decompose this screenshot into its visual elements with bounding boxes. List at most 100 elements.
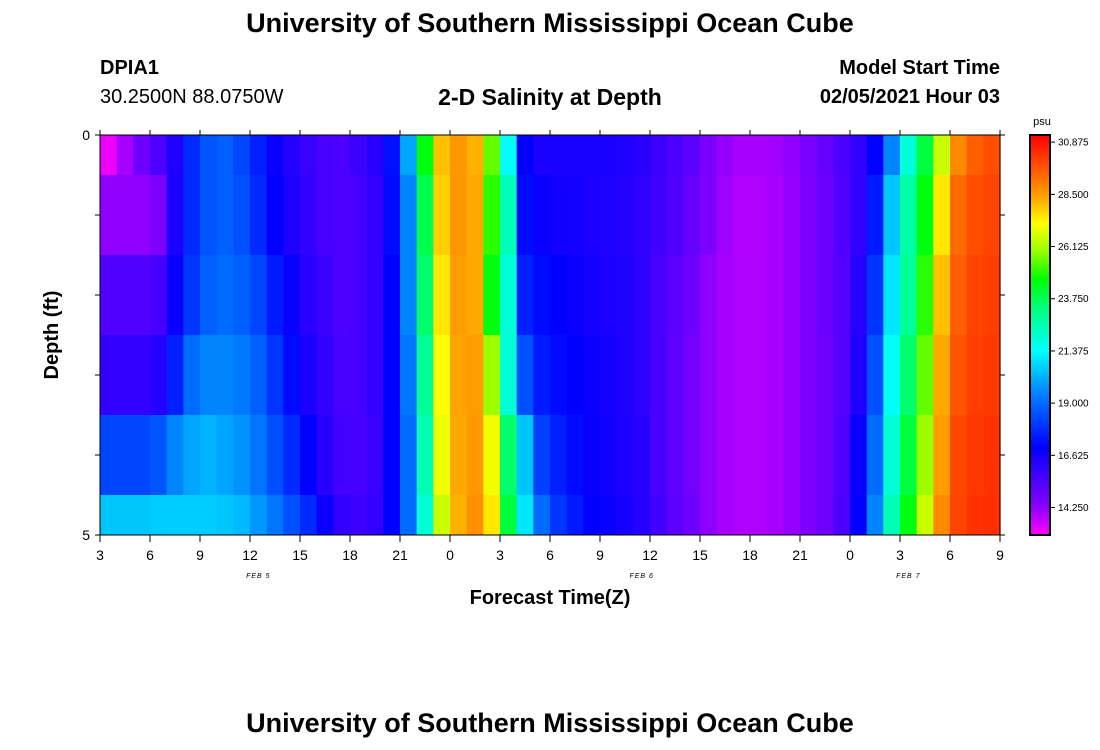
heatmap-cell bbox=[800, 415, 818, 496]
heatmap-cell bbox=[800, 255, 818, 336]
heatmap-cell bbox=[433, 335, 451, 416]
station-id: DPIA1 bbox=[100, 57, 159, 79]
heatmap-cell bbox=[183, 255, 201, 336]
heatmap-cell bbox=[450, 415, 468, 496]
heatmap-cell bbox=[850, 335, 868, 416]
heatmap-cell bbox=[983, 495, 1001, 536]
heatmap-cell bbox=[466, 255, 484, 336]
heatmap-cell bbox=[666, 135, 684, 176]
heatmap-cell bbox=[800, 495, 818, 536]
heatmap-cell bbox=[350, 495, 368, 536]
heatmap-cell bbox=[500, 415, 518, 496]
heatmap-cell bbox=[416, 415, 434, 496]
heatmap-cell bbox=[566, 415, 584, 496]
heatmap-cell bbox=[500, 495, 518, 536]
heatmap-cell bbox=[416, 335, 434, 416]
heatmap-cell bbox=[700, 175, 718, 256]
x-tick-label: 18 bbox=[342, 547, 358, 563]
heatmap-cell bbox=[366, 255, 384, 336]
heatmap-cell bbox=[683, 255, 701, 336]
heatmap-cell bbox=[116, 335, 134, 416]
heatmap-cell bbox=[450, 255, 468, 336]
heatmap-cell bbox=[333, 415, 351, 496]
heatmap-cell bbox=[183, 335, 201, 416]
station-coordinates: 30.2500N 88.0750W bbox=[100, 86, 284, 108]
heatmap-cell bbox=[316, 415, 334, 496]
y-tick-label: 5 bbox=[82, 527, 90, 543]
heatmap-cell bbox=[750, 495, 768, 536]
heatmap-cell bbox=[933, 135, 951, 176]
x-tick-label: 3 bbox=[896, 547, 904, 563]
heatmap-cell bbox=[350, 335, 368, 416]
heatmap-cell bbox=[566, 255, 584, 336]
heatmap-cell bbox=[633, 135, 651, 176]
heatmap-cell bbox=[216, 175, 234, 256]
heatmap-cell bbox=[583, 135, 601, 176]
colorbar-tick-label: 16.625 bbox=[1058, 451, 1089, 462]
heatmap-cell bbox=[716, 255, 734, 336]
heatmap-cell bbox=[300, 255, 318, 336]
heatmap-cell bbox=[533, 495, 551, 536]
heatmap-cell bbox=[516, 495, 534, 536]
heatmap-cell bbox=[683, 135, 701, 176]
heatmap-cell bbox=[300, 495, 318, 536]
date-label: FEB 5 bbox=[246, 573, 270, 580]
heatmap-cell bbox=[766, 415, 784, 496]
heatmap-cell bbox=[883, 495, 901, 536]
heatmap-cell bbox=[666, 415, 684, 496]
colorbar-tick-label: 19.000 bbox=[1058, 399, 1089, 410]
heatmap-cell bbox=[650, 415, 668, 496]
heatmap-cell bbox=[500, 135, 518, 176]
heatmap-cell bbox=[950, 415, 968, 496]
heatmap-cell bbox=[833, 255, 851, 336]
heatmap-cell bbox=[800, 335, 818, 416]
heatmap-cell bbox=[333, 175, 351, 256]
heatmap-cell bbox=[533, 335, 551, 416]
heatmap-cell bbox=[900, 255, 918, 336]
heatmap-cell bbox=[816, 335, 834, 416]
heatmap-cell bbox=[700, 255, 718, 336]
heatmap-cell bbox=[483, 495, 501, 536]
x-tick-label: 12 bbox=[642, 547, 658, 563]
heatmap-cell bbox=[316, 255, 334, 336]
heatmap-cell bbox=[683, 175, 701, 256]
heatmap-cell bbox=[983, 415, 1001, 496]
heatmap-cell bbox=[450, 495, 468, 536]
y-tick-label: 0 bbox=[82, 127, 90, 143]
heatmap-cell bbox=[916, 335, 934, 416]
x-tick-label: 15 bbox=[292, 547, 308, 563]
x-tick-label: 3 bbox=[96, 547, 104, 563]
date-label: FEB 7 bbox=[896, 573, 921, 580]
heatmap-cell bbox=[833, 175, 851, 256]
heatmap-cell bbox=[200, 495, 218, 536]
heatmap-cell bbox=[550, 495, 568, 536]
heatmap-cell bbox=[283, 175, 301, 256]
heatmap-cell bbox=[433, 135, 451, 176]
date-label: FEB 6 bbox=[629, 573, 653, 580]
heatmap-cell bbox=[750, 135, 768, 176]
heatmap-cell bbox=[416, 255, 434, 336]
heatmap-cell bbox=[316, 495, 334, 536]
heatmap-cell bbox=[366, 415, 384, 496]
heatmap-cell bbox=[366, 175, 384, 256]
heatmap-cell bbox=[616, 135, 634, 176]
heatmap-cell bbox=[183, 415, 201, 496]
heatmap-cell bbox=[966, 415, 984, 496]
heatmap-cell bbox=[966, 135, 984, 176]
heatmap-cell bbox=[333, 335, 351, 416]
heatmap-cell bbox=[166, 255, 184, 336]
heatmap-cell bbox=[533, 255, 551, 336]
heatmap-cell bbox=[700, 415, 718, 496]
x-tick-label: 9 bbox=[596, 547, 604, 563]
heatmap-cell bbox=[350, 175, 368, 256]
heatmap-cell bbox=[933, 335, 951, 416]
heatmap-cell bbox=[100, 415, 118, 496]
heatmap-cell bbox=[383, 255, 401, 336]
heatmap-cell bbox=[516, 415, 534, 496]
heatmap-cell bbox=[250, 255, 268, 336]
x-tick-label: 21 bbox=[392, 547, 408, 563]
heatmap-cell bbox=[300, 335, 318, 416]
heatmap-cell bbox=[266, 255, 284, 336]
heatmap-cell bbox=[616, 335, 634, 416]
heatmap-cell bbox=[683, 495, 701, 536]
